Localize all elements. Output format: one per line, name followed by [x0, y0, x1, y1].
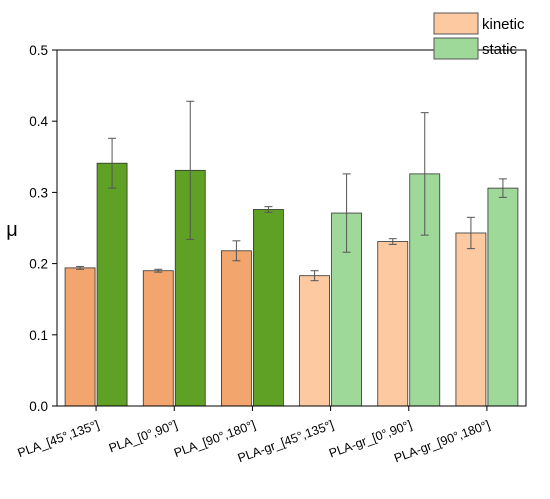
error-bar-kinetic-pla-90-180 [232, 240, 241, 262]
y-tick-label: 0.3 [29, 185, 48, 200]
bar-static-pla-gr-90-180 [487, 187, 519, 407]
error-bar-kinetic-pla-gr-0-90 [388, 238, 397, 245]
bar-kinetic-pla-gr-45-135 [299, 275, 330, 407]
error-bar-static-pla-90-180 [264, 206, 273, 213]
error-bar-kinetic-pla-gr-45-135 [310, 270, 319, 282]
bars-layer [64, 162, 519, 407]
bar-static-pla-90-180 [253, 209, 284, 407]
error-bar-kinetic-pla-0-90 [154, 268, 163, 273]
x-tick-label-pla-0-90: PLA_[0°,90°] [107, 418, 179, 456]
bar-kinetic-pla-90-180 [221, 250, 252, 407]
x-tick-label-pla-45-135: PLA_[45°,135°] [16, 418, 101, 460]
error-bar-static-pla-gr-45-135 [342, 173, 351, 253]
legend: kinetic static [433, 12, 525, 60]
error-bar-static-pla-45-135 [108, 137, 117, 189]
y-tick-label: 0.4 [29, 114, 48, 129]
error-bar-kinetic-pla-45-135 [76, 265, 85, 270]
y-tick-label: 0.5 [29, 43, 48, 58]
bar-kinetic-pla-gr-0-90 [377, 241, 409, 407]
legend-swatch-kinetic [433, 12, 479, 35]
legend-label-kinetic: kinetic [482, 16, 525, 33]
y-tick-label: 0.0 [29, 399, 48, 414]
legend-swatch-static [433, 37, 479, 60]
error-bar-kinetic-pla-gr-90-180 [466, 216, 475, 250]
plot-frame [56, 49, 527, 407]
bar-static-pla-45-135 [96, 162, 128, 407]
y-tick-label: 0.1 [29, 328, 48, 343]
bar-kinetic-pla-0-90 [142, 270, 174, 407]
bar-kinetic-pla-gr-90-180 [455, 232, 487, 407]
y-axis: 0.0 0.1 0.2 0.3 0.4 0.5 [29, 43, 57, 414]
error-bars-layer [76, 100, 507, 282]
y-axis-label: μ [6, 219, 18, 241]
error-bar-static-pla-0-90 [186, 100, 195, 240]
legend-label-static: static [482, 41, 518, 58]
bar-kinetic-pla-45-135 [64, 267, 96, 407]
error-bar-static-pla-gr-90-180 [498, 178, 507, 198]
y-tick-label: 0.2 [29, 257, 48, 272]
x-axis: PLA_[45°,135°] PLA_[0°,90°]PLA_[90°,180°]… [16, 406, 492, 465]
error-bar-static-pla-gr-0-90 [420, 112, 429, 236]
